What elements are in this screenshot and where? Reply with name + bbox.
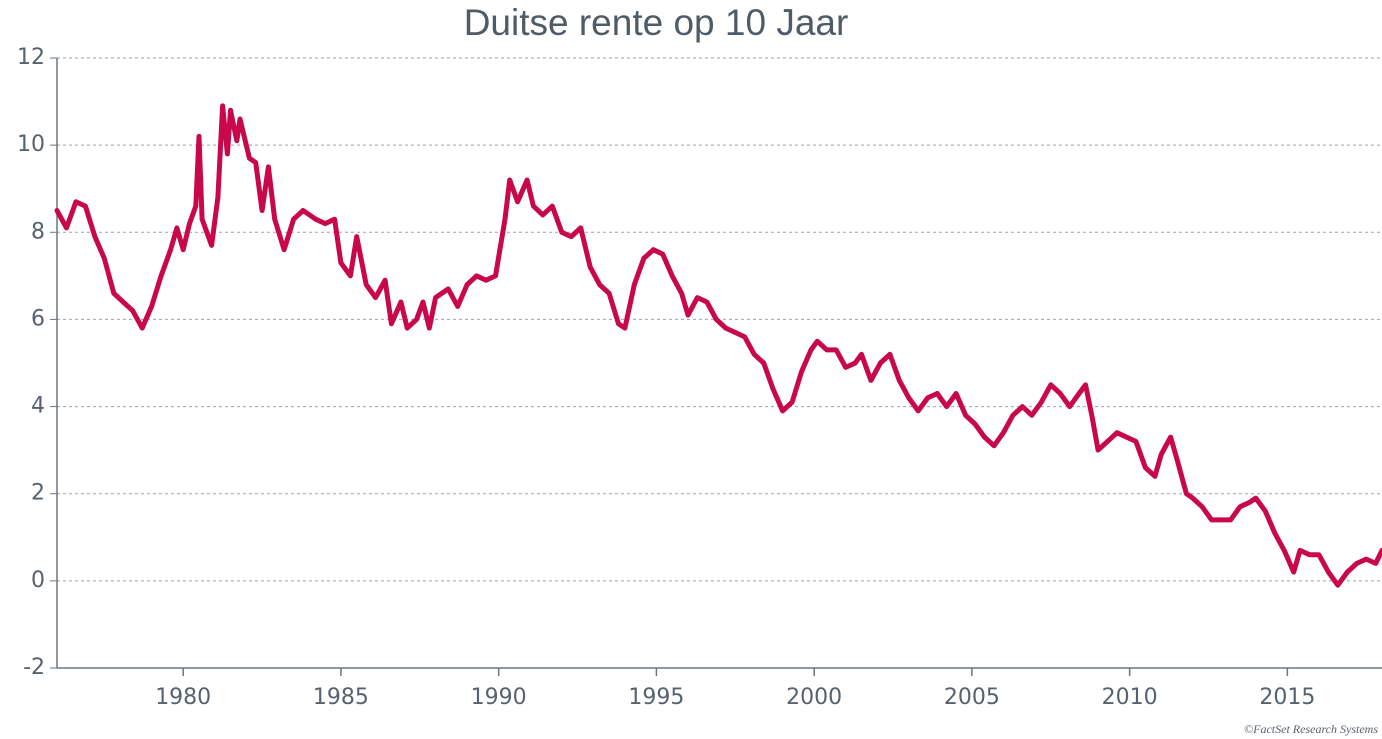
- chart-title: Duitse rente op 10 Jaar: [464, 2, 849, 43]
- y-tick-label: 6: [31, 306, 45, 331]
- x-tick-label: 1985: [313, 685, 369, 710]
- x-tick-label: 2000: [786, 685, 842, 710]
- x-tick-label: 1980: [155, 685, 211, 710]
- x-tick-label: 2015: [1259, 685, 1315, 710]
- x-tick-label: 1990: [471, 685, 527, 710]
- y-tick-label: 0: [31, 568, 45, 593]
- source: ©FactSet Research Systems: [1244, 722, 1378, 736]
- y-tick-label: 8: [31, 219, 45, 244]
- y-tick-label: -2: [23, 655, 45, 680]
- y-tick-label: 10: [17, 132, 45, 157]
- y-tick-label: 12: [17, 45, 45, 70]
- y-tick-label: 2: [31, 481, 45, 506]
- x-tick-label: 2005: [944, 685, 1000, 710]
- line: [54, 103, 1382, 588]
- y-tick-label: 4: [31, 394, 45, 419]
- x-tick-label: 1995: [628, 685, 684, 710]
- x-tick-label: 2010: [1102, 685, 1158, 710]
